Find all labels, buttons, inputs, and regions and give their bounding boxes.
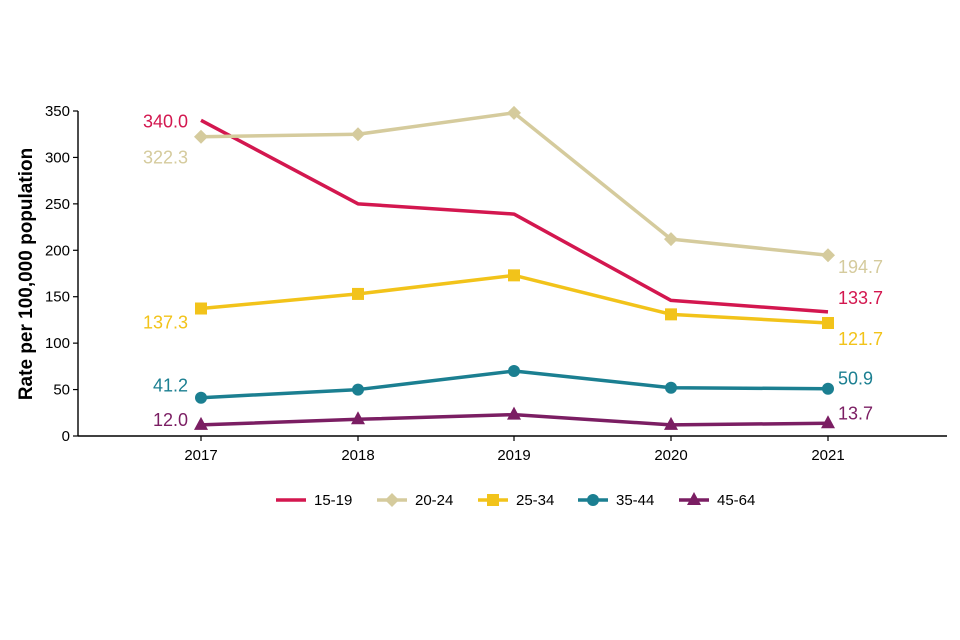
point-25-34 <box>352 287 364 300</box>
point-20-24 <box>507 105 521 120</box>
y-tick-label: 350 <box>45 103 70 120</box>
legend-marker-25-34 <box>487 494 499 506</box>
x-tick-label: 2020 <box>654 447 687 464</box>
series-line-20-24 <box>200 111 829 257</box>
point-35-44 <box>665 381 677 394</box>
point-45-64 <box>351 411 365 425</box>
series-20-24 <box>194 105 835 263</box>
series-15-19 <box>200 118 829 314</box>
series-35-44 <box>195 365 834 404</box>
point-20-24 <box>351 127 365 142</box>
point-35-44 <box>822 382 834 395</box>
series-line-15-19 <box>200 118 829 314</box>
legend-marker-45-64 <box>687 492 701 505</box>
data-label-first-35-44: 41.2 <box>153 376 188 396</box>
legend-item-45-64: 45-64 <box>679 492 755 509</box>
legend-item-15-19: 15-19 <box>276 492 352 509</box>
y-tick-label: 200 <box>45 242 70 259</box>
legend-label-15-19: 15-19 <box>314 492 352 509</box>
data-label-first-15-19: 340.0 <box>143 111 188 131</box>
data-label-last-25-34: 121.7 <box>838 329 883 349</box>
point-20-24 <box>664 232 678 247</box>
point-25-34 <box>508 269 520 282</box>
point-35-44 <box>508 365 520 377</box>
y-tick-label: 50 <box>53 382 70 399</box>
point-45-64 <box>194 416 208 430</box>
y-tick-label: 300 <box>45 149 70 166</box>
x-tick-label: 2018 <box>341 447 374 464</box>
y-axis-title: Rate per 100,000 population <box>16 148 37 400</box>
legend-item-25-34: 25-34 <box>478 492 554 509</box>
point-25-34 <box>665 308 677 321</box>
point-25-34 <box>195 302 207 315</box>
y-tick-label: 0 <box>62 428 70 445</box>
data-label-last-45-64: 13.7 <box>838 403 873 423</box>
point-35-44 <box>195 391 207 404</box>
legend-label-25-34: 25-34 <box>516 492 554 509</box>
point-35-44 <box>352 383 364 396</box>
legend-marker-35-44 <box>587 494 599 506</box>
point-45-64 <box>664 416 678 430</box>
legend-label-35-44: 35-44 <box>616 492 654 509</box>
legend: 15-19 20-24 25-34 35-44 45-64 <box>276 492 755 509</box>
legend-marker-20-24 <box>385 493 399 507</box>
legend-item-20-24: 20-24 <box>377 492 453 509</box>
point-45-64 <box>821 415 835 429</box>
point-20-24 <box>194 129 208 144</box>
legend-label-45-64: 45-64 <box>717 492 755 509</box>
legend-item-35-44: 35-44 <box>578 492 654 509</box>
data-label-first-25-34: 137.3 <box>143 313 188 333</box>
series-layer <box>194 105 835 430</box>
x-tick-label: 2019 <box>497 447 530 464</box>
data-label-last-15-19: 133.7 <box>838 288 883 308</box>
series-25-34 <box>195 269 834 329</box>
data-label-last-20-24: 194.7 <box>838 257 883 277</box>
y-tick-label: 100 <box>45 335 70 352</box>
axes: 0 50 100 150 200 250 300 350 2017 2018 2019 2020 202… <box>45 103 947 464</box>
legend-label-20-24: 20-24 <box>415 492 453 509</box>
x-tick-label: 2017 <box>184 447 217 464</box>
data-label-last-35-44: 50.9 <box>838 369 873 389</box>
point-25-34 <box>822 316 834 329</box>
series-line-25-34 <box>200 273 829 325</box>
series-45-64 <box>194 406 835 430</box>
data-label-first-20-24: 322.3 <box>143 148 188 168</box>
data-labels: 340.0 133.7 322.3 194.7 137.3 121.7 41.2 50.9 12… <box>143 111 883 430</box>
x-tick-label: 2021 <box>811 447 844 464</box>
point-20-24 <box>821 248 835 263</box>
data-label-first-45-64: 12.0 <box>153 410 188 430</box>
y-tick-label: 250 <box>45 196 70 213</box>
point-45-64 <box>507 406 521 420</box>
y-tick-label: 150 <box>45 289 70 306</box>
